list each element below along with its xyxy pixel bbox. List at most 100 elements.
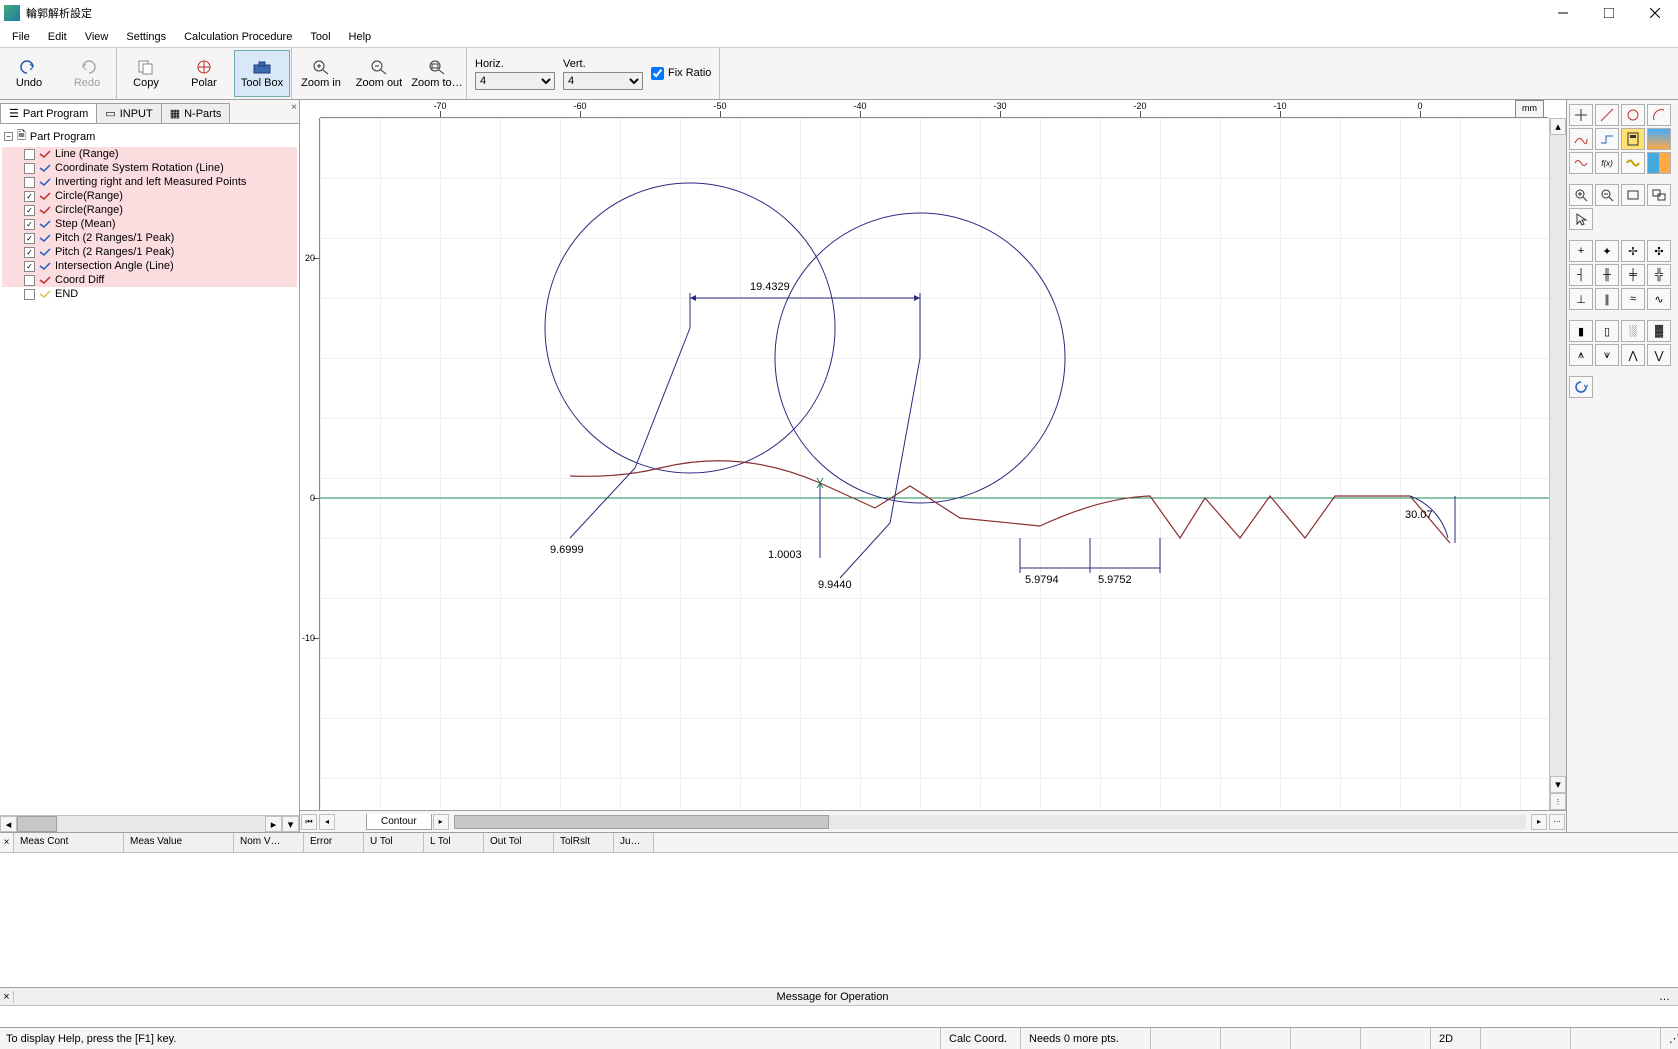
tree-menu-icon[interactable]: ▾	[282, 816, 299, 832]
pal-chart4-icon[interactable]: ⋁	[1647, 344, 1671, 366]
result-column-header[interactable]: Ju…	[614, 833, 654, 852]
result-column-header[interactable]: L Tol	[424, 833, 484, 852]
pal-wave-yellow-icon[interactable]	[1621, 152, 1645, 174]
pal-line-icon[interactable]	[1595, 104, 1619, 126]
tree-item[interactable]: Coord Diff	[2, 273, 297, 287]
program-tree[interactable]: − 🗎 Part Program Line (Range) Coordinate…	[0, 124, 299, 815]
pal-meas4-icon[interactable]: ∿	[1647, 288, 1671, 310]
pal-fx-icon[interactable]: f(x)	[1595, 152, 1619, 174]
redo-button[interactable]: Redo	[59, 50, 115, 97]
menu-view[interactable]: View	[77, 29, 117, 45]
pal-snap2-icon[interactable]: ✦	[1595, 240, 1619, 262]
tree-item[interactable]: END	[2, 287, 297, 301]
tree-item[interactable]: Line (Range)	[2, 147, 297, 161]
tree-item[interactable]: Inverting right and left Measured Points	[2, 175, 297, 189]
menu-edit[interactable]: Edit	[40, 29, 75, 45]
tree-checkbox[interactable]: ✓	[24, 247, 35, 258]
pal-meas2-icon[interactable]: ∥	[1595, 288, 1619, 310]
result-column-header[interactable]: Error	[304, 833, 364, 852]
minimize-button[interactable]	[1540, 0, 1586, 26]
pal-zoom-out-icon[interactable]	[1595, 184, 1619, 206]
tree-checkbox[interactable]: ✓	[24, 191, 35, 202]
scroll-down-icon[interactable]: ▾	[1550, 776, 1566, 793]
pal-refresh-icon[interactable]	[1569, 376, 1593, 398]
expand-icon[interactable]: −	[4, 132, 13, 141]
results-body[interactable]	[0, 853, 1678, 987]
menu-tool[interactable]: Tool	[302, 29, 338, 45]
pal-cursor-icon[interactable]	[1569, 208, 1593, 230]
tree-item[interactable]: Coordinate System Rotation (Line)	[2, 161, 297, 175]
pal-hatch2-icon[interactable]: ▯	[1595, 320, 1619, 342]
tree-checkbox[interactable]	[24, 177, 35, 188]
pal-chart1-icon[interactable]: ⩚	[1569, 344, 1593, 366]
maximize-button[interactable]	[1586, 0, 1632, 26]
pal-step-icon[interactable]	[1595, 128, 1619, 150]
toolbox-button[interactable]: Tool Box	[234, 50, 290, 97]
tab-input[interactable]: ▭ INPUT	[96, 103, 161, 123]
pal-snap1-icon[interactable]: +	[1569, 240, 1593, 262]
menu-file[interactable]: File	[4, 29, 38, 45]
tab-nparts[interactable]: ▦ N-Parts	[161, 103, 231, 123]
tree-checkbox[interactable]	[24, 275, 35, 286]
scroll-right-icon[interactable]: ▸	[265, 816, 282, 832]
tree-checkbox[interactable]	[24, 149, 35, 160]
horiz-scale-select[interactable]: 4	[475, 72, 555, 90]
tree-item[interactable]: ✓ Intersection Angle (Line)	[2, 259, 297, 273]
message-ellipsis[interactable]: …	[1651, 991, 1678, 1003]
tree-checkbox[interactable]: ✓	[24, 205, 35, 216]
pal-contour-icon[interactable]	[1569, 128, 1593, 150]
pal-hatch4-icon[interactable]: ▓	[1647, 320, 1671, 342]
panel-close-icon[interactable]: ×	[291, 102, 297, 113]
tree-hscroll[interactable]: ◂ ▸ ▾	[0, 815, 299, 832]
hscroll-menu-icon[interactable]: ⋯	[1549, 814, 1565, 830]
scroll-left-icon[interactable]: ◂	[0, 816, 17, 832]
tree-checkbox[interactable]	[24, 289, 35, 300]
pal-dim1-icon[interactable]: ┤	[1569, 264, 1593, 286]
pal-grid-color-icon[interactable]	[1647, 152, 1671, 174]
result-column-header[interactable]: Out Tol	[484, 833, 554, 852]
result-column-header[interactable]: Meas Value	[124, 833, 234, 852]
tree-item[interactable]: ✓ Pitch (2 Ranges/1 Peak)	[2, 245, 297, 259]
tree-root[interactable]: − 🗎 Part Program	[2, 126, 297, 147]
pal-calc-icon[interactable]	[1621, 128, 1645, 150]
drawing-canvas[interactable]: 19.43299.69991.00039.94405.97945.975230.…	[320, 118, 1549, 810]
pal-snap3-icon[interactable]: ✢	[1621, 240, 1645, 262]
tree-checkbox[interactable]: ✓	[24, 233, 35, 244]
results-close-icon[interactable]: ×	[0, 833, 14, 852]
tree-checkbox[interactable]: ✓	[24, 261, 35, 272]
canvas-hscroll[interactable]	[454, 815, 1526, 829]
close-button[interactable]	[1632, 0, 1678, 26]
pal-meas1-icon[interactable]: ⊥	[1569, 288, 1593, 310]
result-column-header[interactable]: Meas Cont	[14, 833, 124, 852]
message-close-icon[interactable]: ×	[0, 991, 14, 1003]
fix-ratio-checkbox[interactable]	[651, 67, 664, 80]
hscroll-thumb[interactable]	[454, 815, 829, 829]
pal-dim4-icon[interactable]: ╬	[1647, 264, 1671, 286]
pal-fit-icon[interactable]	[1621, 184, 1645, 206]
pal-chart3-icon[interactable]: ⋀	[1621, 344, 1645, 366]
tree-checkbox[interactable]: ✓	[24, 219, 35, 230]
tab-nav-first-icon[interactable]: ⏮	[301, 814, 317, 830]
pal-meas3-icon[interactable]: ≈	[1621, 288, 1645, 310]
pal-zoom-in-icon[interactable]	[1569, 184, 1593, 206]
pal-window-icon[interactable]	[1647, 184, 1671, 206]
vert-scale-select[interactable]: 4	[563, 72, 643, 90]
undo-button[interactable]: Undo	[1, 50, 57, 97]
result-column-header[interactable]: TolRslt	[554, 833, 614, 852]
pal-point-icon[interactable]	[1569, 104, 1593, 126]
zoom-in-button[interactable]: Zoom in	[293, 50, 349, 97]
tree-item[interactable]: ✓ Circle(Range)	[2, 189, 297, 203]
tree-item[interactable]: ✓ Circle(Range)	[2, 203, 297, 217]
result-column-header[interactable]: Nom V…	[234, 833, 304, 852]
scroll-up-icon[interactable]: ▴	[1550, 118, 1566, 135]
pal-circle-icon[interactable]	[1621, 104, 1645, 126]
pal-hatch1-icon[interactable]: ▮	[1569, 320, 1593, 342]
tab-part-program[interactable]: ☰ Part Program	[0, 103, 97, 123]
menu-calc-procedure[interactable]: Calculation Procedure	[176, 29, 300, 45]
pal-area-icon[interactable]	[1647, 128, 1671, 150]
pal-wave-red-icon[interactable]	[1569, 152, 1593, 174]
pal-hatch3-icon[interactable]: ░	[1621, 320, 1645, 342]
tab-nav-next-icon[interactable]: ▸	[433, 814, 449, 830]
copy-button[interactable]: Copy	[118, 50, 174, 97]
zoom-out-button[interactable]: Zoom out	[351, 50, 407, 97]
